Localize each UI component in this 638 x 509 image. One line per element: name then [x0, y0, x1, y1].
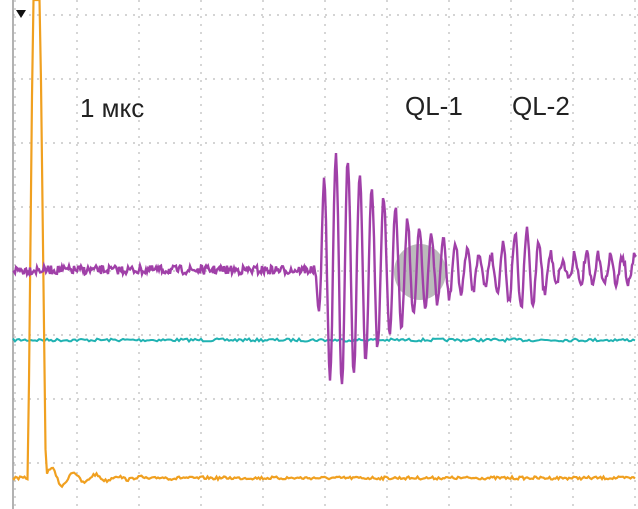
- ql2-label: QL-2: [512, 91, 570, 121]
- grid: [13, 0, 638, 509]
- orange-trace: [12, 0, 636, 489]
- traces: [12, 0, 637, 489]
- purple-trace: [12, 153, 637, 385]
- trigger-marker: [16, 10, 26, 18]
- ql1-label: QL-1: [405, 91, 463, 121]
- timebase-label: 1 мкс: [80, 93, 144, 123]
- cyan-trace: [12, 336, 636, 344]
